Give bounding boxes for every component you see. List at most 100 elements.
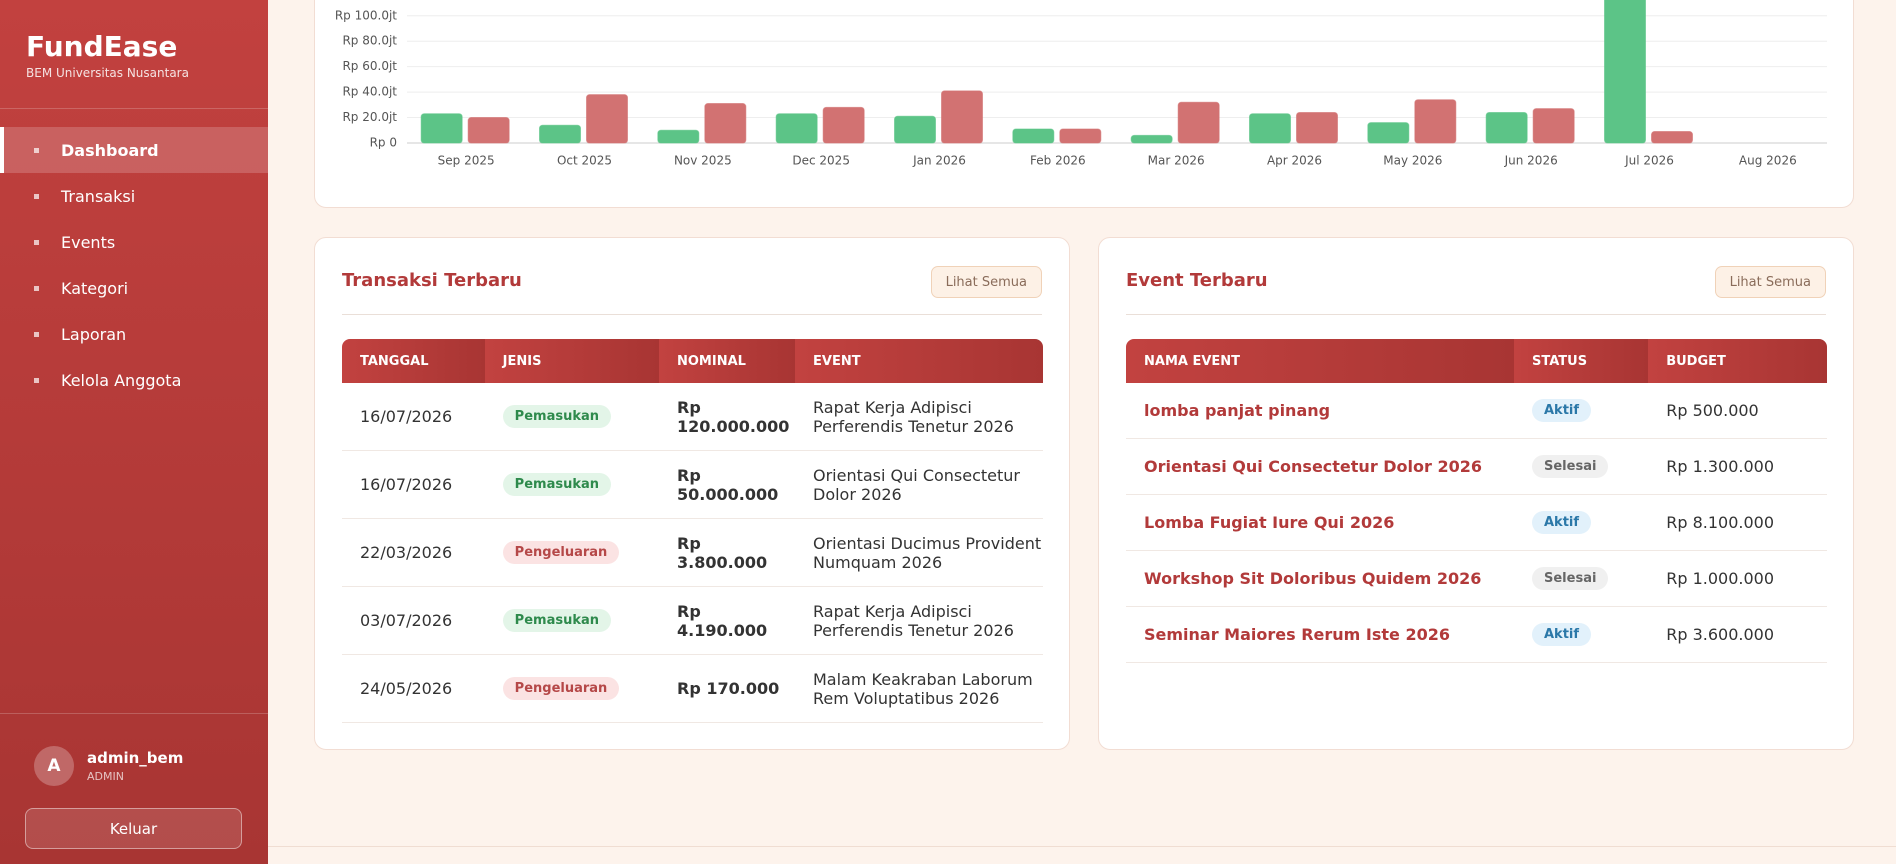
bar xyxy=(822,106,865,144)
events-card: Event Terbaru Lihat Semua NAMA EVENT STAT… xyxy=(1098,237,1854,750)
y-tick-label: Rp 20.0jt xyxy=(342,110,397,124)
table-cell: Pemasukan xyxy=(484,383,659,451)
bar xyxy=(1485,111,1528,144)
bar xyxy=(894,115,936,144)
table-cell: Rapat Kerja Adipisci Perferendis Tenetur… xyxy=(795,586,1043,655)
column-header: NAMA EVENT xyxy=(1126,339,1514,383)
bar xyxy=(1012,128,1055,144)
x-tick-label: Feb 2026 xyxy=(1030,154,1086,168)
table-cell: Selesai xyxy=(1514,438,1649,495)
table-cell: Rp 1.000.000 xyxy=(1648,550,1827,607)
view-all-button[interactable]: Lihat Semua xyxy=(930,266,1042,298)
bar xyxy=(1059,128,1102,144)
table-cell: Pengeluaran xyxy=(484,518,659,587)
bar xyxy=(1367,122,1410,144)
nav-item[interactable]: Dashboard xyxy=(0,127,268,173)
user-role: ADMIN xyxy=(87,770,124,783)
x-tick-label: Jul 2026 xyxy=(1624,154,1674,168)
table-cell: Malam Keakraban Laborum Rem Voluptatibus… xyxy=(795,654,1043,723)
table-cell: Orientasi Qui Consectetur Dolor 2026 xyxy=(1126,438,1514,495)
status-badge: Aktif xyxy=(1532,399,1592,422)
bar xyxy=(775,113,818,144)
y-tick-label: Rp 0 xyxy=(370,136,397,150)
logout-button[interactable]: Keluar xyxy=(25,808,242,849)
table-cell: 24/05/2026 xyxy=(342,654,485,723)
bar xyxy=(941,90,983,144)
bar xyxy=(1651,131,1693,144)
nav-label: Kategori xyxy=(61,278,129,298)
chart: Rp 0 Rp 20.0jt Rp 40.0jt Rp 60.0jt Rp 80.0jt… xyxy=(335,0,1827,168)
nav-bullet xyxy=(34,193,39,199)
table-cell: 03/07/2026 xyxy=(342,586,485,655)
table-cell: Rp 4.190.000 xyxy=(659,586,795,655)
y-tick-label: Rp 40.0jt xyxy=(342,85,397,99)
bar xyxy=(1177,101,1220,144)
nav-item[interactable]: Kategori xyxy=(0,265,268,311)
nav-item[interactable]: Events xyxy=(0,219,268,265)
column-header: EVENT xyxy=(795,339,1043,383)
x-tick-label: Oct 2025 xyxy=(557,154,612,168)
table-cell: Seminar Maiores Rerum Iste 2026 xyxy=(1126,606,1514,663)
y-tick-label: Rp 80.0jt xyxy=(342,34,397,48)
table-row: Lomba Fugiat Iure Qui 2026 Aktif Rp 8.100.… xyxy=(1126,494,1827,551)
nav-item[interactable]: Transaksi xyxy=(0,173,268,219)
bar xyxy=(704,103,747,144)
table-cell: Rapat Kerja Adipisci Perferendis Tenetur… xyxy=(795,383,1043,451)
type-badge: Pemasukan xyxy=(502,609,612,632)
x-tick-label: Apr 2026 xyxy=(1267,154,1322,168)
column-header: TANGGAL xyxy=(342,339,485,383)
table-cell: Orientasi Qui Consectetur Dolor 2026 xyxy=(795,450,1043,519)
bar xyxy=(1296,111,1338,144)
table-cell: Selesai xyxy=(1514,550,1649,607)
nav-bullet xyxy=(34,285,39,291)
nav-label: Dashboard xyxy=(61,140,159,160)
chart-card: Rp 0 Rp 20.0jt Rp 40.0jt Rp 60.0jt Rp 80.0jt… xyxy=(314,0,1854,208)
table-cell: Rp 3.800.000 xyxy=(659,518,795,587)
bar xyxy=(1130,134,1173,144)
nav-label: Kelola Anggota xyxy=(61,370,182,390)
footer-line xyxy=(268,846,1896,847)
status-badge: Aktif xyxy=(1532,511,1592,534)
y-tick-label: Rp 100.0jt xyxy=(335,8,397,22)
table-cell: Rp 50.000.000 xyxy=(659,450,795,519)
status-badge: Selesai xyxy=(1532,567,1609,590)
x-tick-label: Dec 2025 xyxy=(792,154,850,168)
bar xyxy=(420,113,463,144)
x-tick-label: May 2026 xyxy=(1383,154,1442,168)
table-row: lomba panjat pinang Aktif Rp 500.000 xyxy=(1126,383,1827,439)
column-header: NOMINAL xyxy=(659,339,795,383)
table-row: 03/07/2026 Pemasukan Rp 4.190.000 Rapat Ker… xyxy=(342,586,1043,655)
card-title: Event Terbaru xyxy=(1126,270,1268,291)
table-cell: Rp 8.100.000 xyxy=(1648,494,1827,551)
divider xyxy=(1126,314,1826,315)
x-tick-label: Sep 2025 xyxy=(438,154,495,168)
divider xyxy=(342,314,1042,315)
bar xyxy=(467,117,510,144)
table-cell: Lomba Fugiat Iure Qui 2026 xyxy=(1126,494,1514,551)
transactions-card: Transaksi Terbaru Lihat Semua TANGGAL JEN… xyxy=(314,237,1070,750)
column-header: JENIS xyxy=(484,339,659,383)
status-badge: Aktif xyxy=(1532,623,1592,646)
bar xyxy=(539,124,581,144)
bar xyxy=(657,129,700,144)
bar xyxy=(1604,0,1646,144)
transactions-table: TANGGAL JENIS NOMINAL EVENT 16/07/2026 Pemasu… xyxy=(342,339,1043,723)
nav-bullet xyxy=(34,239,39,245)
table-row: Orientasi Qui Consectetur Dolor 2026 Sele… xyxy=(1126,438,1827,495)
nav-bullet xyxy=(34,377,39,383)
divider xyxy=(0,713,268,714)
nav-label: Transaksi xyxy=(61,186,136,206)
x-tick-label: Aug 2026 xyxy=(1739,154,1797,168)
nav-bullet xyxy=(34,147,39,153)
table-cell: Workshop Sit Doloribus Quidem 2026 xyxy=(1126,550,1514,607)
nav-item[interactable]: Kelola Anggota xyxy=(0,357,268,403)
table-cell: Aktif xyxy=(1514,383,1649,439)
column-header: STATUS xyxy=(1514,339,1649,383)
events-table: NAMA EVENT STATUS BUDGET lomba panjat pinan… xyxy=(1126,339,1827,663)
view-all-button[interactable]: Lihat Semua xyxy=(1714,266,1826,298)
sidebar: FundEase BEM Universitas Nusantara Dashb… xyxy=(0,0,268,864)
column-header: BUDGET xyxy=(1648,339,1827,383)
nav-item[interactable]: Laporan xyxy=(0,311,268,357)
nav-label: Events xyxy=(61,232,116,252)
